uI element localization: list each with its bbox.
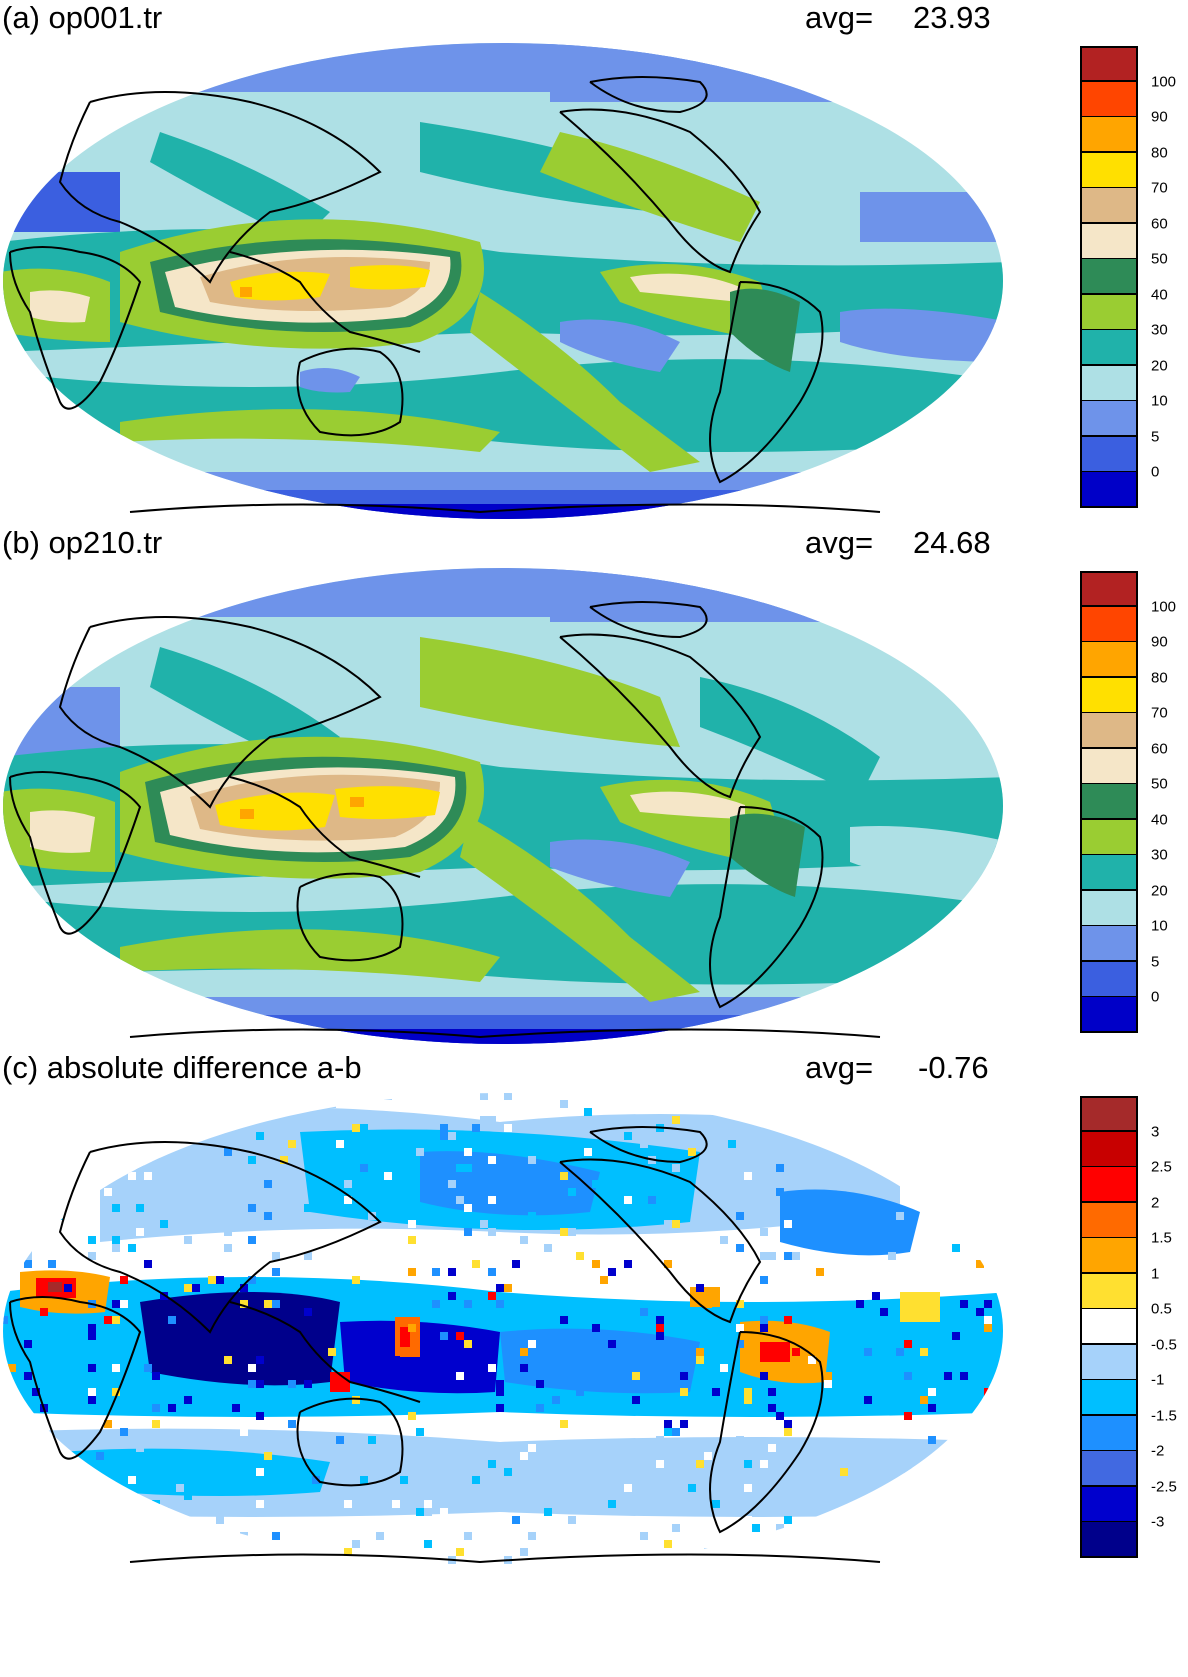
colorbar-swatch <box>1080 365 1138 402</box>
colorbar-tick-label: 2 <box>1151 1194 1160 1212</box>
colorbar-swatch <box>1080 1380 1138 1417</box>
colorbar-swatch <box>1080 401 1138 438</box>
colorbar-swatch <box>1080 259 1138 296</box>
colorbar-swatch <box>1080 1238 1138 1275</box>
panel-b-field <box>3 568 1003 1044</box>
panel-b-coastlines <box>9 601 881 1039</box>
panel-a-map <box>0 42 1010 520</box>
colorbar-tick-label: 70 <box>1151 179 1168 197</box>
panel-a-field <box>3 43 1003 519</box>
colorbar-tick-label: 80 <box>1151 144 1168 162</box>
colorbar-swatch <box>1080 997 1138 1034</box>
panel-c-field <box>3 1093 1003 1569</box>
colorbar-tick-label: 10 <box>1151 392 1168 410</box>
panel-a-title: (a) op001.tr <box>2 0 163 35</box>
colorbar-swatch <box>1080 642 1138 679</box>
panel-c-coastlines <box>9 1126 881 1564</box>
colorbar-swatch <box>1080 117 1138 154</box>
colorbar-tick-label: 100 <box>1151 73 1177 91</box>
colorbar-tick-label: 100 <box>1151 598 1177 616</box>
colorbar-swatch <box>1080 1096 1138 1133</box>
colorbar-tick-label: 30 <box>1151 321 1168 339</box>
colorbar-swatch <box>1080 961 1138 998</box>
colorbar-tick-label: 5 <box>1151 953 1160 971</box>
colorbar-tick-label: 1 <box>1151 1265 1160 1283</box>
panel-b-title: (b) op210.tr <box>2 525 163 560</box>
colorbar-tick-label: 10 <box>1151 917 1168 935</box>
colorbar-tick-label: 80 <box>1151 669 1168 687</box>
colorbar-tick-label: 70 <box>1151 704 1168 722</box>
colorbar-swatch <box>1080 81 1138 118</box>
colorbar-tick-label: 0.5 <box>1151 1300 1172 1318</box>
colorbar-tick-label: 20 <box>1151 357 1168 375</box>
colorbar-swatch <box>1080 330 1138 367</box>
colorbar-swatch <box>1080 1167 1138 1204</box>
colorbar-swatch <box>1080 1202 1138 1239</box>
colorbar-swatch <box>1080 472 1138 509</box>
panel-a-avg-label: avg= <box>805 0 874 35</box>
colorbar-tick-label: 3 <box>1151 1123 1160 1141</box>
panel-c-title: (c) absolute difference a-b <box>2 1050 362 1085</box>
colorbar-swatch <box>1080 152 1138 189</box>
colorbar-tick-label: 20 <box>1151 882 1168 900</box>
colorbar-swatch <box>1080 223 1138 260</box>
colorbar-swatch <box>1080 748 1138 785</box>
panel-a-avg-value: 23.93 <box>913 0 991 35</box>
colorbar-tick-label: 1.5 <box>1151 1229 1172 1247</box>
colorbar-swatch <box>1080 677 1138 714</box>
colorbar-swatch <box>1080 784 1138 821</box>
colorbar-tick-label: 60 <box>1151 740 1168 758</box>
colorbar-swatch <box>1080 1273 1138 1310</box>
colorbar-tick-label: 0 <box>1151 463 1160 481</box>
colorbar-swatch <box>1080 1486 1138 1523</box>
colorbar-swatch <box>1080 890 1138 927</box>
colorbar-swatch <box>1080 1131 1138 1168</box>
panel-c-avg-label: avg= <box>805 1050 874 1085</box>
panel-a-coastlines <box>9 76 881 514</box>
panel-c-map-svg <box>3 1093 1003 1569</box>
panel-c-map <box>0 1092 1010 1570</box>
panel-b-avg-value: 24.68 <box>913 525 991 560</box>
colorbar-tick-label: 50 <box>1151 250 1168 268</box>
panel-b-map <box>0 567 1010 1045</box>
colorbar-swatch <box>1080 926 1138 963</box>
colorbar-swatch <box>1080 1451 1138 1488</box>
colorbar-swatch <box>1080 1522 1138 1559</box>
colorbar-swatch <box>1080 819 1138 856</box>
colorbar-swatch <box>1080 1344 1138 1381</box>
colorbar-tick-label: 40 <box>1151 286 1168 304</box>
panel-b-avg-label: avg= <box>805 525 874 560</box>
colorbar-swatch <box>1080 294 1138 331</box>
colorbar-swatch <box>1080 1415 1138 1452</box>
colorbar-tick-label: 40 <box>1151 811 1168 829</box>
colorbar-swatch <box>1080 855 1138 892</box>
colorbar-tick-label: 50 <box>1151 775 1168 793</box>
panel-b-map-svg <box>3 568 1003 1044</box>
colorbar-swatch <box>1080 1309 1138 1346</box>
colorbar-swatch <box>1080 46 1138 83</box>
colorbar-tick-label: 60 <box>1151 215 1168 233</box>
colorbar-swatch <box>1080 436 1138 473</box>
colorbar-tick-label: -1 <box>1151 1371 1165 1389</box>
colorbar-tick-label: -3 <box>1151 1513 1165 1531</box>
colorbar-swatch <box>1080 606 1138 643</box>
colorbar-tick-label: -2 <box>1151 1442 1165 1460</box>
colorbar-swatch <box>1080 713 1138 750</box>
colorbar-tick-label: 5 <box>1151 428 1160 446</box>
colorbar-swatch <box>1080 188 1138 225</box>
colorbar-swatch <box>1080 571 1138 608</box>
colorbar-tick-label: -2.5 <box>1151 1478 1177 1496</box>
colorbar-tick-label: 0 <box>1151 988 1160 1006</box>
colorbar-tick-label: 90 <box>1151 108 1168 126</box>
colorbar-tick-label: 90 <box>1151 633 1168 651</box>
panel-a-map-svg <box>3 43 1003 519</box>
colorbar-tick-label: 2.5 <box>1151 1158 1172 1176</box>
colorbar-tick-label: 30 <box>1151 846 1168 864</box>
colorbar-tick-label: -1.5 <box>1151 1407 1177 1425</box>
colorbar-tick-label: -0.5 <box>1151 1336 1177 1354</box>
panel-c-avg-value: -0.76 <box>918 1050 989 1085</box>
